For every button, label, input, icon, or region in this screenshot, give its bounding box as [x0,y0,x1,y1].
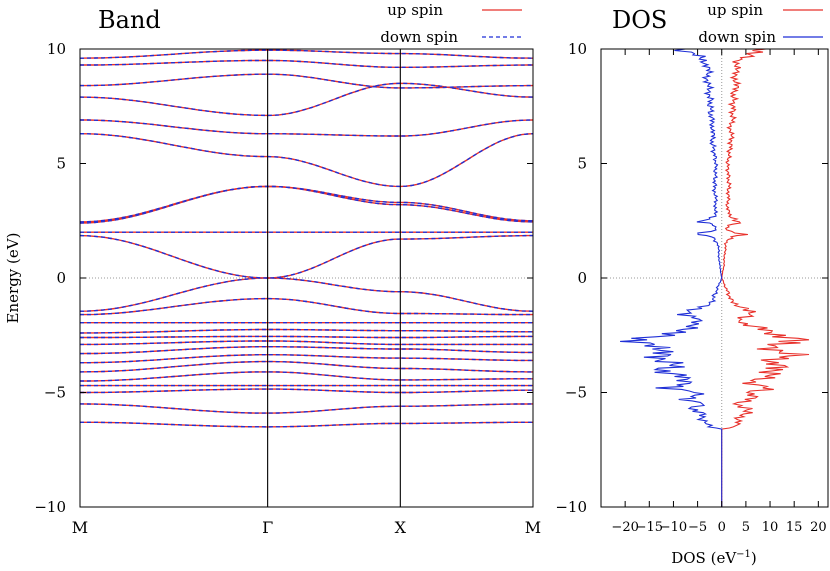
band-legend-up-label: up spin [387,1,443,19]
dos-ytick-label: 5 [577,155,587,173]
band-ytick-label: −10 [34,498,66,516]
band-line-down-18 [79,185,534,223]
dos-xtick-label: 20 [810,520,827,535]
dos-xtick-label: 15 [786,520,803,535]
band-line-down-21 [79,82,534,117]
band-line-down-20 [80,119,534,137]
dos-xtick-label: 5 [742,520,750,535]
band-ytick-label: −5 [44,384,66,402]
band-line-down-17 [79,185,534,224]
band-line-up-15 [79,234,533,279]
band-line-down-24 [79,49,534,59]
band-kpoint-label: M [525,518,541,537]
band-ytick-label: 0 [56,269,66,287]
band-plot-frame [79,48,534,508]
dos-xtick-label: 10 [762,520,779,535]
band-kpoint-label: M [72,518,88,537]
dos-xtick-label: −10 [660,520,687,535]
dos-xtick-label: 0 [718,520,726,535]
dos-y-ticks: −10 −5 0 5 10 [555,40,828,516]
dos-zero-lines [601,49,828,507]
dos-curves [620,48,810,507]
band-line-up-18 [79,185,534,223]
band-line-down-22 [80,73,533,89]
dos-ytick-label: 10 [568,40,587,58]
dos-x-axis-label-sup: −1 [736,549,751,560]
band-line-down-19 [79,133,534,188]
dos-xtick-label: −20 [611,520,638,535]
band-line-down-9 [80,340,533,346]
band-line-down-10 [80,335,533,339]
dos-x-ticks: −20−15−10 −5 0 5 10 15 20 [611,49,827,535]
band-line-down-7 [80,354,533,364]
dos-xtick-label: −5 [688,520,707,535]
dos-xtick-label: −15 [636,520,663,535]
band-kpoint-lines [267,49,401,507]
band-y-ticks: −10 −5 0 5 10 [34,40,533,516]
band-y-axis-label: Energy (eV) [4,233,22,324]
band-kpoint-label: X [395,518,407,537]
band-lines [79,49,534,428]
band-legend: up spin down spin [380,1,522,46]
dos-legend-down-label: down spin [698,28,776,46]
dos-ytick-label: −10 [555,498,587,516]
band-ytick-label: 5 [56,155,66,173]
band-kpoint-label: Γ [262,518,273,537]
band-line-down-6 [79,360,533,373]
dos-x-axis-label-main: DOS (eV [671,549,737,567]
band-line-up-14 [79,277,534,312]
band-line-down-13 [80,297,533,316]
band-line-down-15 [79,234,533,279]
band-line-up-21 [79,82,534,117]
band-line-down-5 [80,371,533,382]
dos-curve-down [620,48,723,507]
dos-x-axis-label-tail: ) [751,549,757,567]
dos-title: DOS [612,6,667,34]
dos-x-axis-label: DOS (eV−1) [671,549,757,567]
band-structure-panel: Band Energy (eV) −10 −5 0 5 10 M Γ X M up spin … [4,1,541,537]
band-line-up-17 [79,185,534,224]
dos-ytick-label: −5 [565,384,587,402]
band-line-down-8 [79,346,533,355]
band-line-down-11 [79,328,533,334]
dos-legend-up-label: up spin [707,1,763,19]
dos-ytick-label: 0 [577,269,587,287]
band-legend-down-label: down spin [380,28,458,46]
band-line-down-1 [80,421,533,428]
band-line-down-2 [79,403,534,414]
dos-legend: up spin down spin [698,1,823,46]
band-title: Band [98,6,161,34]
band-line-down-3 [80,388,533,394]
band-line-down-14 [79,277,534,312]
band-ytick-label: 10 [47,40,66,58]
dos-curve-up [721,48,810,507]
band-line-down-23 [80,59,533,68]
band-line-up-19 [79,133,534,188]
